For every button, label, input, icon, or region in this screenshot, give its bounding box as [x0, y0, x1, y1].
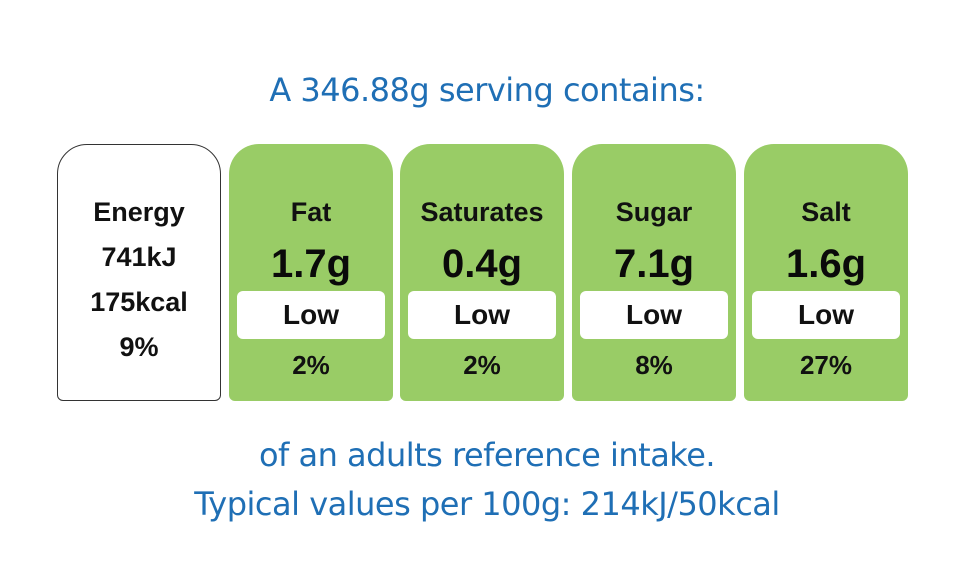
energy-kcal-value: 175kcal	[90, 287, 188, 317]
energy-card: Energy 741kJ 175kcal 9%	[57, 144, 221, 401]
saturates-card: Saturates 0.4g Low 2%	[400, 144, 564, 401]
saturates-label: Saturates	[420, 197, 544, 227]
sugar-value: 7.1g	[613, 242, 695, 286]
fat-value: 1.7g	[270, 242, 352, 286]
sugar-percent: 8%	[635, 350, 673, 380]
energy-kj-value: 741kJ	[101, 242, 177, 272]
salt-level-badge: Low	[752, 291, 900, 339]
fat-level-badge: Low	[237, 291, 385, 339]
energy-percent: 9%	[119, 332, 159, 362]
salt-card: Salt 1.6g Low 27%	[744, 144, 908, 401]
salt-percent: 27%	[799, 350, 853, 380]
serving-heading: A 346.88g serving contains:	[269, 71, 705, 109]
fat-card: Fat 1.7g Low 2%	[229, 144, 393, 401]
fat-label: Fat	[290, 197, 332, 227]
sugar-label: Sugar	[615, 197, 693, 227]
salt-value: 1.6g	[785, 242, 867, 286]
reference-intake-text: of an adults reference intake.	[258, 436, 716, 474]
fat-percent: 2%	[292, 350, 330, 380]
sugar-level-badge: Low	[580, 291, 728, 339]
typical-values-text: Typical values per 100g: 214kJ/50kcal	[194, 485, 780, 523]
energy-label: Energy	[93, 197, 185, 227]
sugar-card: Sugar 7.1g Low 8%	[572, 144, 736, 401]
salt-label: Salt	[801, 197, 851, 227]
saturates-level-badge: Low	[408, 291, 556, 339]
saturates-value: 0.4g	[441, 242, 523, 286]
saturates-percent: 2%	[463, 350, 501, 380]
